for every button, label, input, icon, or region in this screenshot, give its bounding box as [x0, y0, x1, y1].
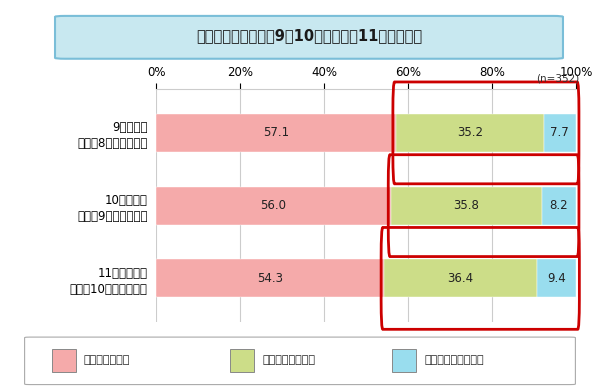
Text: 54.3: 54.3	[257, 272, 283, 285]
Bar	[52, 349, 76, 372]
Text: 7.7: 7.7	[550, 126, 569, 139]
Bar	[391, 187, 542, 225]
Text: 車両の確保の状況（9・10月実績及び11月見通し）: 車両の確保の状況（9・10月実績及び11月見通し）	[196, 28, 422, 43]
Bar	[384, 260, 537, 297]
Text: 35.2: 35.2	[457, 126, 483, 139]
Bar	[156, 114, 396, 152]
Bar	[542, 187, 576, 225]
Bar	[396, 114, 544, 152]
Text: (n=352): (n=352)	[536, 73, 579, 83]
Text: 確保できている: 確保できている	[84, 355, 130, 365]
Bar	[156, 187, 391, 225]
Bar	[537, 260, 577, 297]
Bar	[230, 349, 254, 372]
Text: 35.8: 35.8	[454, 199, 479, 212]
Text: 36.4: 36.4	[448, 272, 473, 285]
Text: 56.0: 56.0	[260, 199, 287, 212]
Bar	[544, 114, 576, 152]
Text: 9.4: 9.4	[547, 272, 566, 285]
Text: 非常に不足している: 非常に不足している	[424, 355, 484, 365]
Text: 8.2: 8.2	[550, 199, 568, 212]
Bar	[392, 349, 416, 372]
Text: 57.1: 57.1	[263, 126, 289, 139]
Bar	[156, 260, 384, 297]
FancyBboxPatch shape	[25, 337, 575, 385]
FancyBboxPatch shape	[55, 16, 563, 59]
Text: やや不足している: やや不足している	[262, 355, 315, 365]
